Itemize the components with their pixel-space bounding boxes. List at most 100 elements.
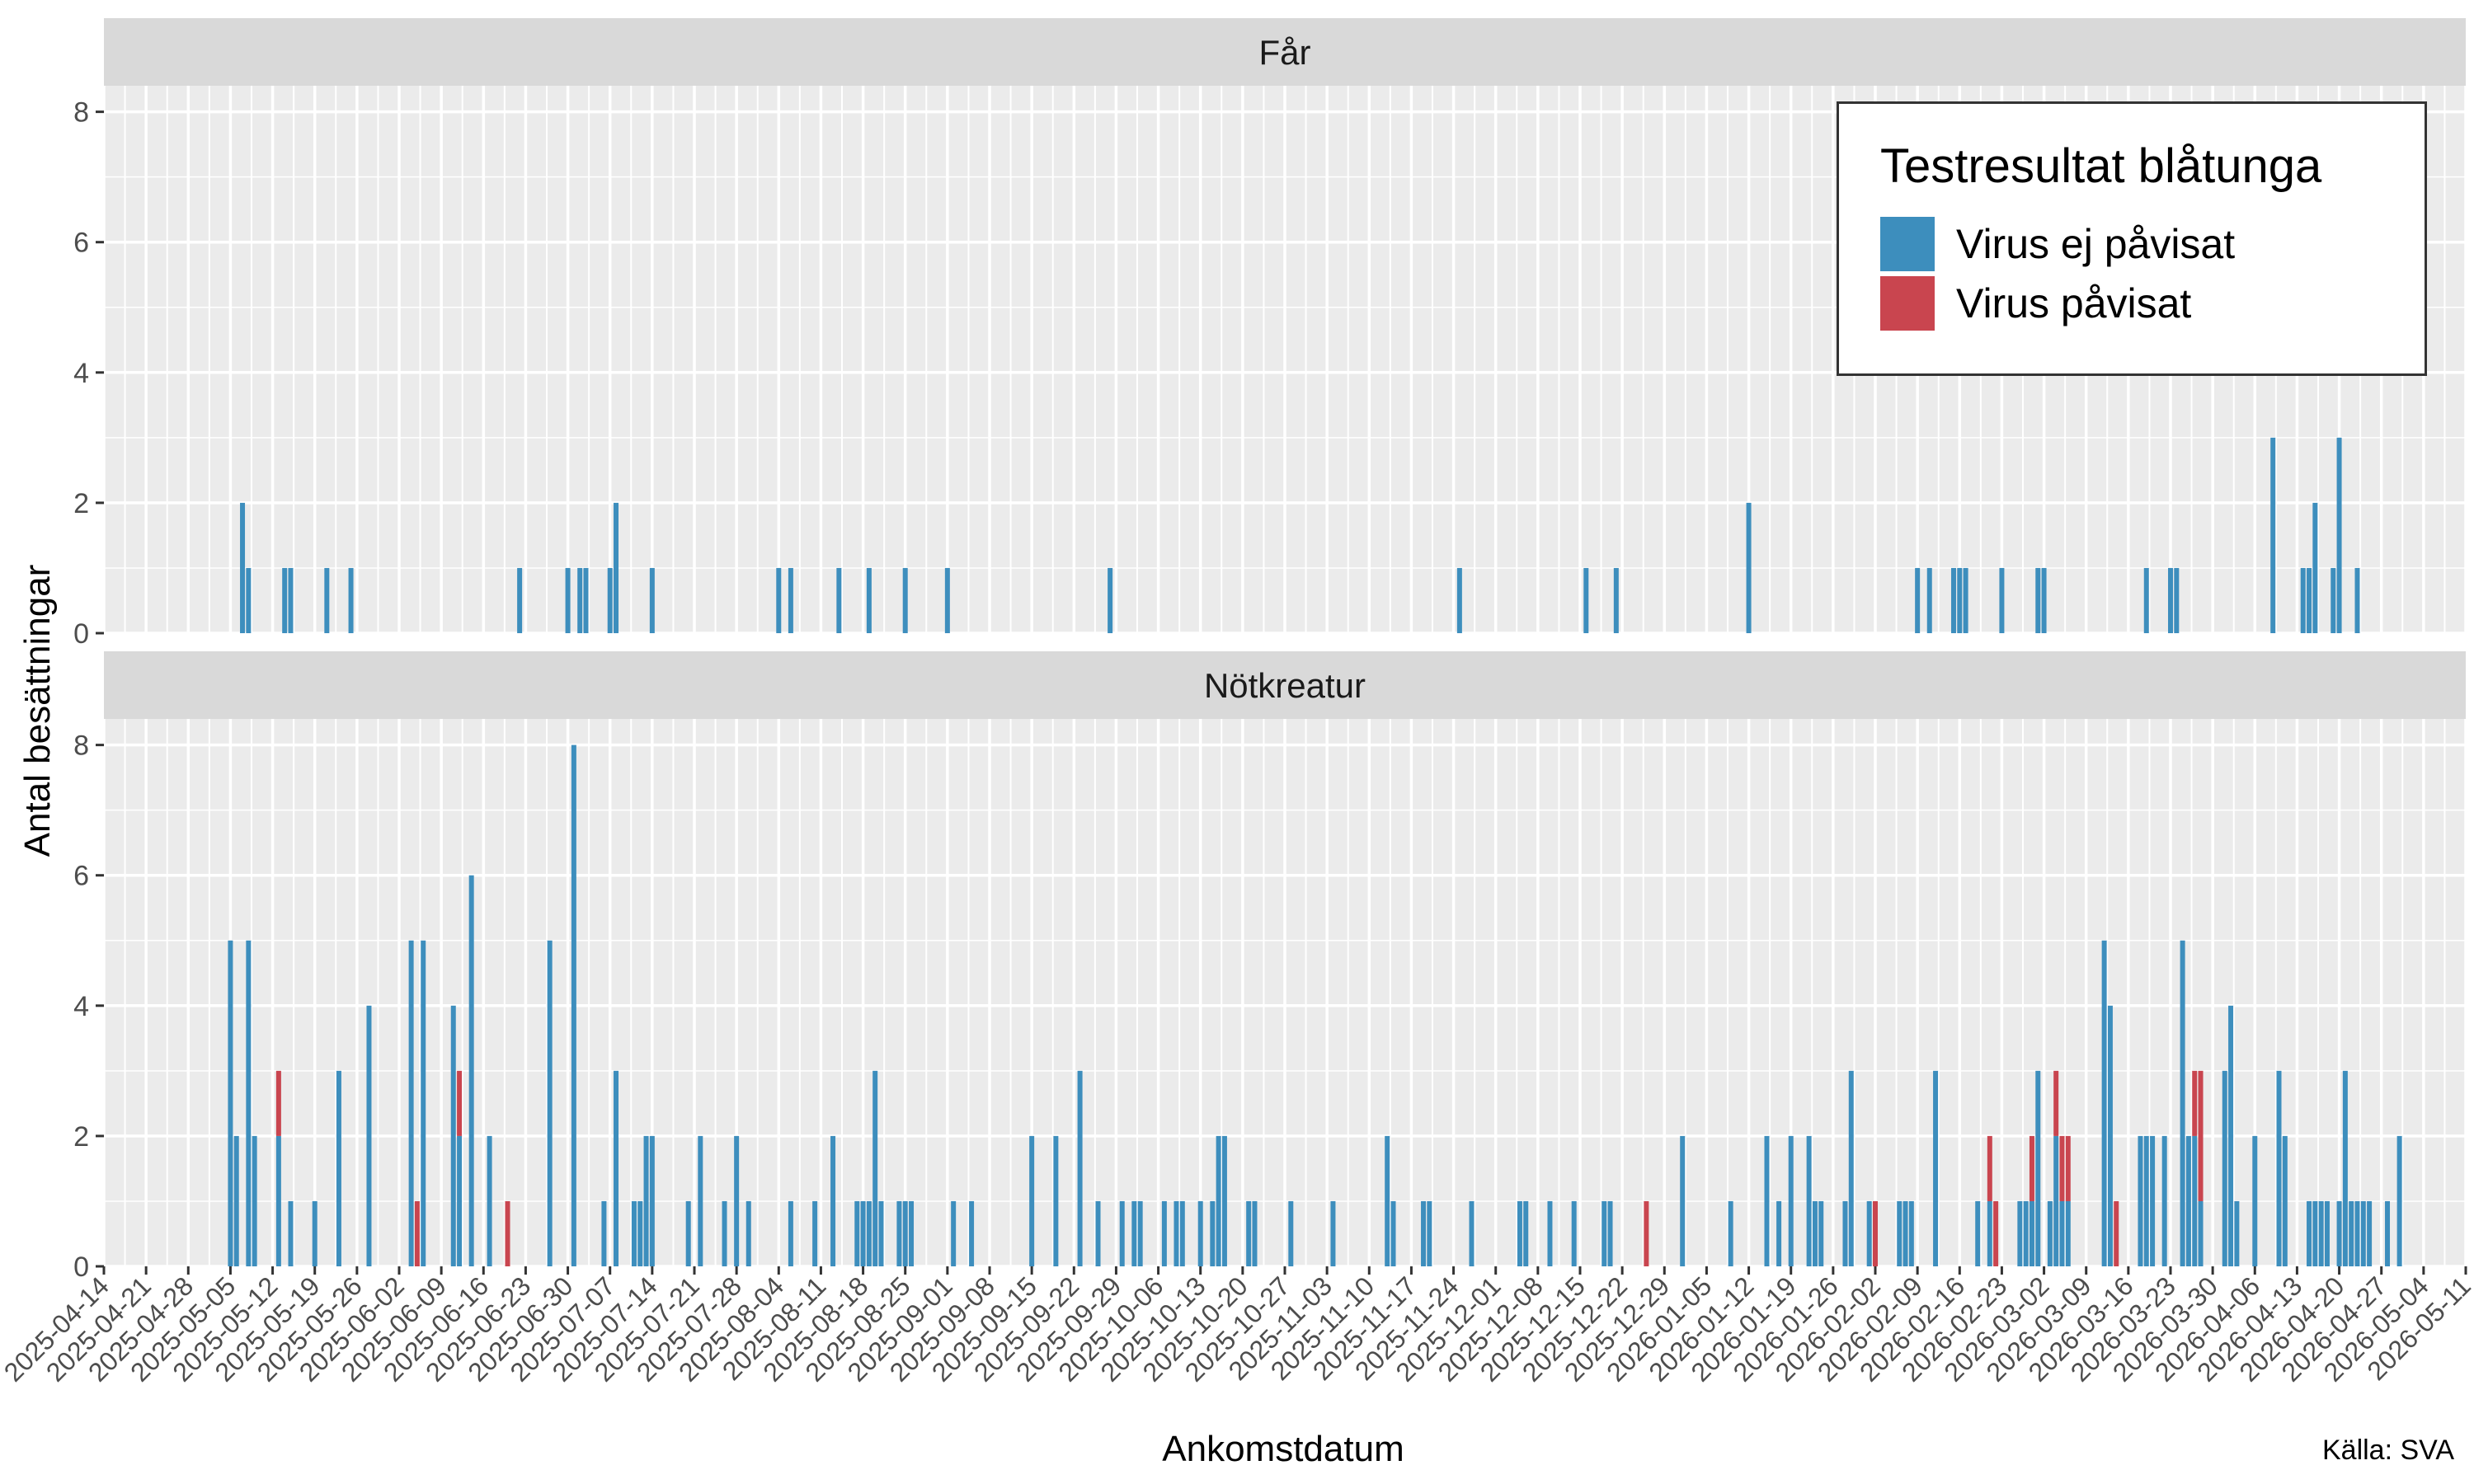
bar-virus-ej-pavisat [487,1135,492,1266]
bar-virus-ej-pavisat [1788,1135,1794,1266]
y-tick-label: 6 [73,228,89,259]
bar-virus-ej-pavisat [788,1200,793,1266]
bar-virus-ej-pavisat [860,1200,866,1266]
bar-virus-ej-pavisat [2107,1005,2113,1266]
bar-virus-ej-pavisat [547,940,553,1266]
bar-virus-ej-pavisat [1174,1200,1179,1266]
bar-virus-ej-pavisat [1427,1200,1432,1266]
bar-virus-ej-pavisat [1137,1200,1143,1266]
bar-virus-ej-pavisat [836,567,842,633]
bar-virus-ej-pavisat [1613,567,1619,633]
bar-virus-ej-pavisat [1221,1135,1227,1266]
bar-virus-ej-pavisat [2385,1200,2391,1266]
bar-virus-ej-pavisat [2174,567,2180,633]
bar-virus-pavisat [505,1200,510,1266]
legend-item-negative: Virus ej påvisat [1880,217,2235,271]
bar-virus-ej-pavisat [2059,1200,2065,1266]
bar-virus-ej-pavisat [2312,502,2318,633]
bar-virus-ej-pavisat [896,1200,902,1266]
legend-label-negative: Virus ej påvisat [1956,221,2236,267]
bar-virus-ej-pavisat [2336,437,2342,633]
facet-strip [104,651,2466,719]
bar-virus-ej-pavisat [577,567,583,633]
bar-virus-ej-pavisat [1547,1200,1553,1266]
bar-virus-ej-pavisat [450,1005,456,1266]
bar-virus-ej-pavisat [421,940,426,1266]
bar-virus-ej-pavisat [366,1005,372,1266]
x-axis-label: Ankomstdatum [1162,1429,1404,1469]
bar-virus-pavisat [2029,1135,2034,1201]
bar-virus-ej-pavisat [565,567,571,633]
bar-virus-ej-pavisat [866,567,872,633]
bar-virus-ej-pavisat [282,567,288,633]
y-axis-label: Antal besättningar [17,565,58,857]
y-tick-label: 0 [73,618,89,650]
bar-virus-ej-pavisat [312,1200,317,1266]
bar-virus-ej-pavisat [1523,1200,1529,1266]
bar-virus-ej-pavisat [1746,502,1752,633]
facet-strip [104,18,2466,86]
bar-virus-ej-pavisat [2041,567,2047,633]
bar-virus-ej-pavisat [2023,1200,2029,1266]
legend-item-positive: Virus påvisat [1880,276,2191,331]
bar-virus-ej-pavisat [1607,1200,1613,1266]
bar-virus-ej-pavisat [1583,567,1589,633]
bar-virus-ej-pavisat [745,1200,751,1266]
bar-virus-ej-pavisat [2270,437,2276,633]
bar-virus-pavisat [1987,1135,1992,1201]
legend-title: Testresultat blåtunga [1880,139,2322,193]
bar-virus-ej-pavisat [902,567,908,633]
bar-virus-ej-pavisat [607,567,613,633]
bar-virus-ej-pavisat [1053,1135,1059,1266]
bar-virus-ej-pavisat [649,567,655,633]
bar-virus-ej-pavisat [1975,1200,1981,1266]
bar-virus-ej-pavisat [1246,1200,1252,1266]
bar-virus-ej-pavisat [1288,1200,1294,1266]
bar-virus-ej-pavisat [812,1200,818,1266]
bar-virus-ej-pavisat [583,567,589,633]
bar-virus-ej-pavisat [2065,1200,2071,1266]
bar-virus-ej-pavisat [2053,1135,2059,1266]
legend: Testresultat blåtunga Virus ej påvisat V… [1837,101,2427,376]
bar-virus-ej-pavisat [1848,1070,1854,1266]
bar-virus-ej-pavisat [288,567,294,633]
bar-virus-ej-pavisat [1421,1200,1427,1266]
bar-virus-ej-pavisat [722,1200,727,1266]
bar-virus-ej-pavisat [866,1200,872,1266]
bar-virus-ej-pavisat [878,1200,884,1266]
bar-virus-pavisat [2053,1070,2059,1136]
bar-virus-ej-pavisat [1963,567,1968,633]
bar-virus-ej-pavisat [1842,1200,1848,1266]
bar-virus-ej-pavisat [1818,1200,1824,1266]
bar-virus-ej-pavisat [1119,1200,1125,1266]
bar-virus-ej-pavisat [788,567,793,633]
bar-virus-pavisat [275,1070,281,1136]
bar-virus-ej-pavisat [2336,1200,2342,1266]
bar-virus-ej-pavisat [2342,1070,2348,1266]
legend-label-positive: Virus påvisat [1956,280,2192,326]
bar-virus-ej-pavisat [240,502,246,633]
bar-virus-ej-pavisat [1776,1200,1782,1266]
bar-virus-ej-pavisat [1517,1200,1522,1266]
bar-virus-pavisat [2114,1200,2119,1266]
bar-virus-ej-pavisat [685,1200,691,1266]
bar-virus-ej-pavisat [951,1200,957,1266]
bar-virus-ej-pavisat [1571,1200,1577,1266]
bar-virus-ej-pavisat [324,567,330,633]
bar-virus-pavisat [2192,1070,2198,1136]
bar-virus-ej-pavisat [2300,567,2306,633]
bar-virus-ej-pavisat [830,1135,836,1266]
bar-virus-ej-pavisat [275,1135,281,1266]
bar-virus-ej-pavisat [734,1135,740,1266]
bar-virus-ej-pavisat [601,1200,607,1266]
bar-virus-ej-pavisat [1933,1070,1939,1266]
bar-virus-ej-pavisat [1950,567,1956,633]
bar-virus-ej-pavisat [2138,1135,2143,1266]
bar-virus-ej-pavisat [517,567,523,633]
bar-virus-ej-pavisat [1897,1200,1903,1266]
bar-virus-ej-pavisat [408,940,414,1266]
bar-virus-ej-pavisat [1764,1135,1770,1266]
bar-virus-pavisat [2198,1070,2204,1201]
bar-virus-ej-pavisat [2143,567,2149,633]
bar-virus-ej-pavisat [2318,1200,2324,1266]
